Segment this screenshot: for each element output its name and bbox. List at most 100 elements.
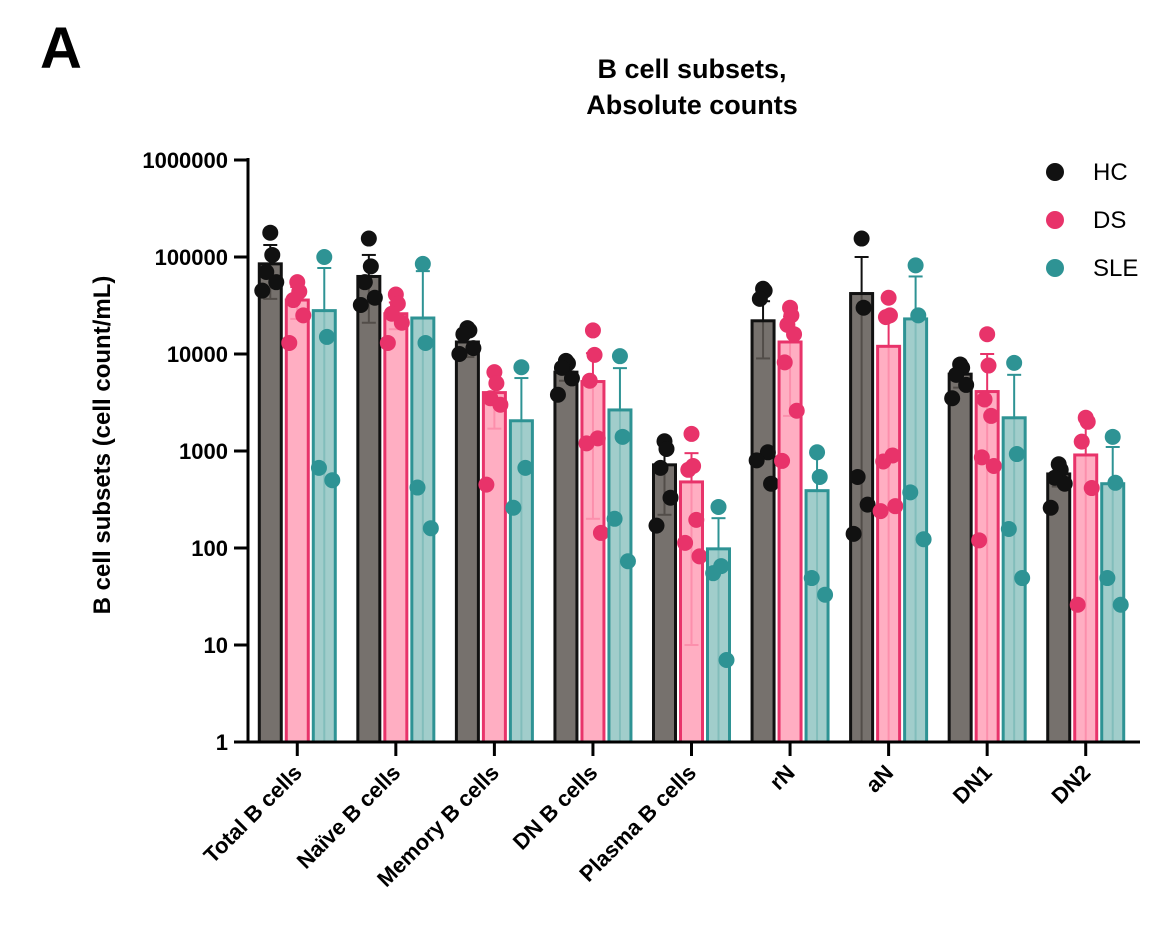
data-point <box>648 517 665 534</box>
bar <box>777 340 803 744</box>
data-point <box>948 366 965 383</box>
bar <box>804 489 830 744</box>
data-point <box>849 468 866 485</box>
data-point <box>944 390 961 407</box>
data-point <box>971 532 988 549</box>
data-point <box>853 230 870 247</box>
data-point <box>295 307 312 324</box>
data-point <box>1069 596 1086 613</box>
data-point <box>910 307 927 324</box>
chart-title: B cell subsets, <box>597 54 786 84</box>
data-point <box>680 461 697 478</box>
data-point <box>980 357 997 374</box>
data-point <box>258 264 275 281</box>
bar <box>284 298 310 744</box>
data-point <box>803 570 820 587</box>
data-point <box>902 484 919 501</box>
data-point <box>281 334 298 351</box>
data-point <box>1042 499 1059 516</box>
bar <box>607 408 633 744</box>
data-point <box>352 297 369 314</box>
data-point <box>414 255 431 272</box>
y-tick-label: 1000 <box>179 439 228 464</box>
data-point <box>422 520 439 537</box>
data-point <box>578 435 595 452</box>
data-point <box>983 407 1000 424</box>
data-point <box>513 359 530 376</box>
data-point <box>268 274 285 291</box>
data-point <box>973 449 990 466</box>
data-point <box>845 525 862 542</box>
data-point <box>887 498 904 515</box>
data-point <box>705 565 722 582</box>
data-point <box>455 326 472 343</box>
data-point <box>915 531 932 548</box>
data-point <box>859 496 876 513</box>
panel-label: A <box>40 16 82 81</box>
x-tick-label: DN2 <box>1046 760 1095 809</box>
data-point <box>1006 354 1023 371</box>
data-point <box>979 326 996 343</box>
data-point <box>393 314 410 331</box>
data-point <box>748 452 765 469</box>
data-point <box>872 503 889 520</box>
data-point <box>360 230 377 247</box>
data-point <box>1112 596 1129 613</box>
data-point <box>366 289 383 306</box>
bar <box>454 340 480 744</box>
data-point <box>362 258 379 275</box>
legend-marker <box>1046 163 1064 181</box>
bar <box>876 344 902 744</box>
data-point <box>1014 570 1031 587</box>
data-point <box>751 290 768 307</box>
data-point <box>517 459 534 476</box>
data-point <box>958 376 975 393</box>
data-point <box>465 340 482 357</box>
y-tick-label: 1000000 <box>142 148 228 173</box>
x-tick-label: rN <box>765 760 800 795</box>
data-point <box>688 511 705 528</box>
data-point <box>285 292 302 309</box>
data-point <box>817 586 834 603</box>
data-point <box>662 489 679 506</box>
data-point <box>581 372 598 389</box>
data-point <box>254 282 271 299</box>
data-point <box>505 499 522 516</box>
data-point <box>1083 480 1100 497</box>
data-point <box>985 458 1002 475</box>
bar <box>257 262 283 744</box>
data-point <box>549 386 566 403</box>
data-point <box>606 510 623 527</box>
y-tick-label: 100 <box>191 536 228 561</box>
data-point <box>619 553 636 570</box>
data-point <box>788 402 805 419</box>
data-point <box>855 299 872 316</box>
legend-label: HC <box>1093 159 1128 186</box>
data-point <box>586 346 603 363</box>
data-point <box>763 475 780 492</box>
y-tick-label: 100000 <box>155 245 228 270</box>
data-point <box>1000 520 1017 537</box>
data-point <box>316 249 333 265</box>
data-point <box>907 257 924 274</box>
data-point <box>262 224 279 241</box>
chart-title: Absolute counts <box>586 90 798 120</box>
data-point <box>691 548 708 565</box>
data-point <box>584 322 601 339</box>
y-tick-label: 10000 <box>167 342 228 367</box>
x-tick-label: DN B cells <box>508 760 603 855</box>
bar <box>311 309 337 744</box>
y-axis-label: B cell subsets (cell count/mL) <box>89 276 116 615</box>
bar <box>947 372 973 744</box>
data-point <box>417 334 434 351</box>
data-point <box>318 328 335 345</box>
data-point <box>492 396 509 413</box>
data-point <box>324 472 341 489</box>
legend-label: DS <box>1093 207 1126 234</box>
x-tick-label: Total B cells <box>199 760 307 868</box>
legend-label: SLE <box>1093 255 1138 282</box>
x-tick-label: aN <box>861 760 899 798</box>
bar <box>356 274 382 744</box>
data-point <box>409 479 426 496</box>
